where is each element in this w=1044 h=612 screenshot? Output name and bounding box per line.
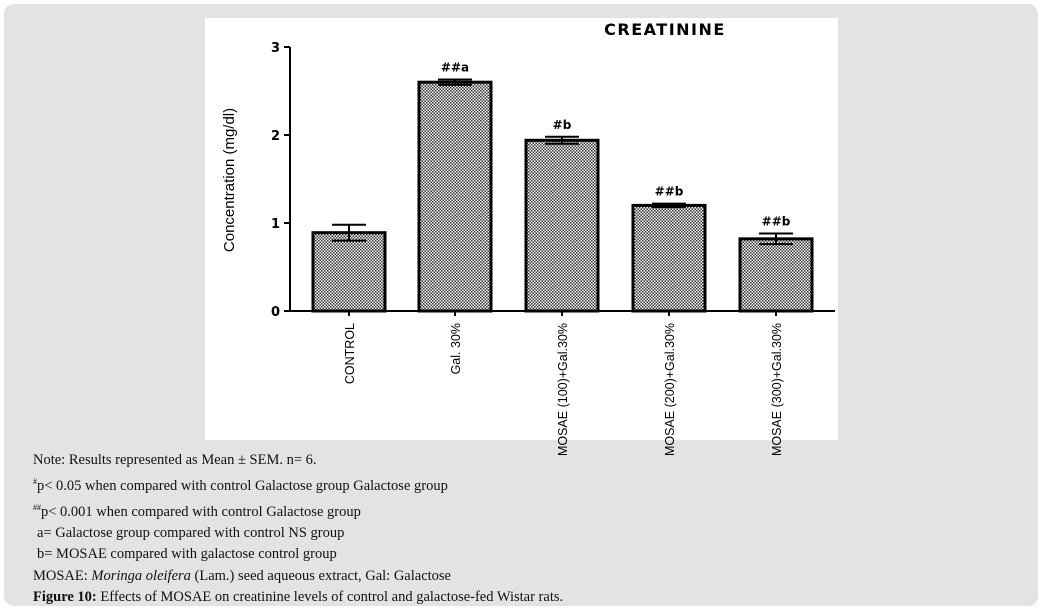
- note-line: a= Galactose group compared with control…: [37, 525, 345, 542]
- bar: [631, 203, 707, 313]
- y-tick-label: 1: [271, 217, 280, 232]
- bar: [417, 80, 493, 313]
- bar: [524, 138, 600, 313]
- x-tick-label: MOSAE (100)+Gal.30%: [556, 323, 570, 456]
- figure-caption: Figure 10: Effects of MOSAE on creatinin…: [33, 588, 564, 605]
- y-tick-label: 0: [271, 305, 280, 320]
- significance-label: #b: [553, 118, 572, 132]
- note-line: ##p< 0.001 when compared with control Ga…: [33, 503, 361, 521]
- significance-label: ##a: [441, 61, 469, 75]
- y-tick-label: 3: [271, 41, 280, 56]
- x-tick-label: MOSAE (300)+Gal.30%: [770, 323, 784, 456]
- note-line: MOSAE: Moringa oleifera (Lam.) seed aque…: [33, 567, 451, 584]
- chart-panel: [205, 18, 838, 440]
- significance-label: ##b: [655, 185, 684, 199]
- significance-label: ##b: [762, 215, 791, 229]
- chart-title: CREATININE: [604, 20, 726, 39]
- note-line: b= MOSAE compared with galactose control…: [37, 546, 337, 563]
- y-axis-label: Concentration (mg/dl): [221, 108, 238, 252]
- x-tick-label: MOSAE (200)+Gal.30%: [663, 323, 677, 456]
- x-tick-label: Gal. 30%: [449, 323, 463, 374]
- x-tick-label: CONTROL: [343, 323, 357, 384]
- bar: [738, 237, 814, 313]
- bar: [311, 231, 387, 313]
- figure-notes: Note: Results represented as Mean ± SEM.…: [33, 450, 563, 608]
- note-line: #p< 0.05 when compared with control Gala…: [33, 477, 448, 495]
- y-tick-label: 2: [271, 129, 280, 144]
- note-line: Note: Results represented as Mean ± SEM.…: [33, 452, 317, 468]
